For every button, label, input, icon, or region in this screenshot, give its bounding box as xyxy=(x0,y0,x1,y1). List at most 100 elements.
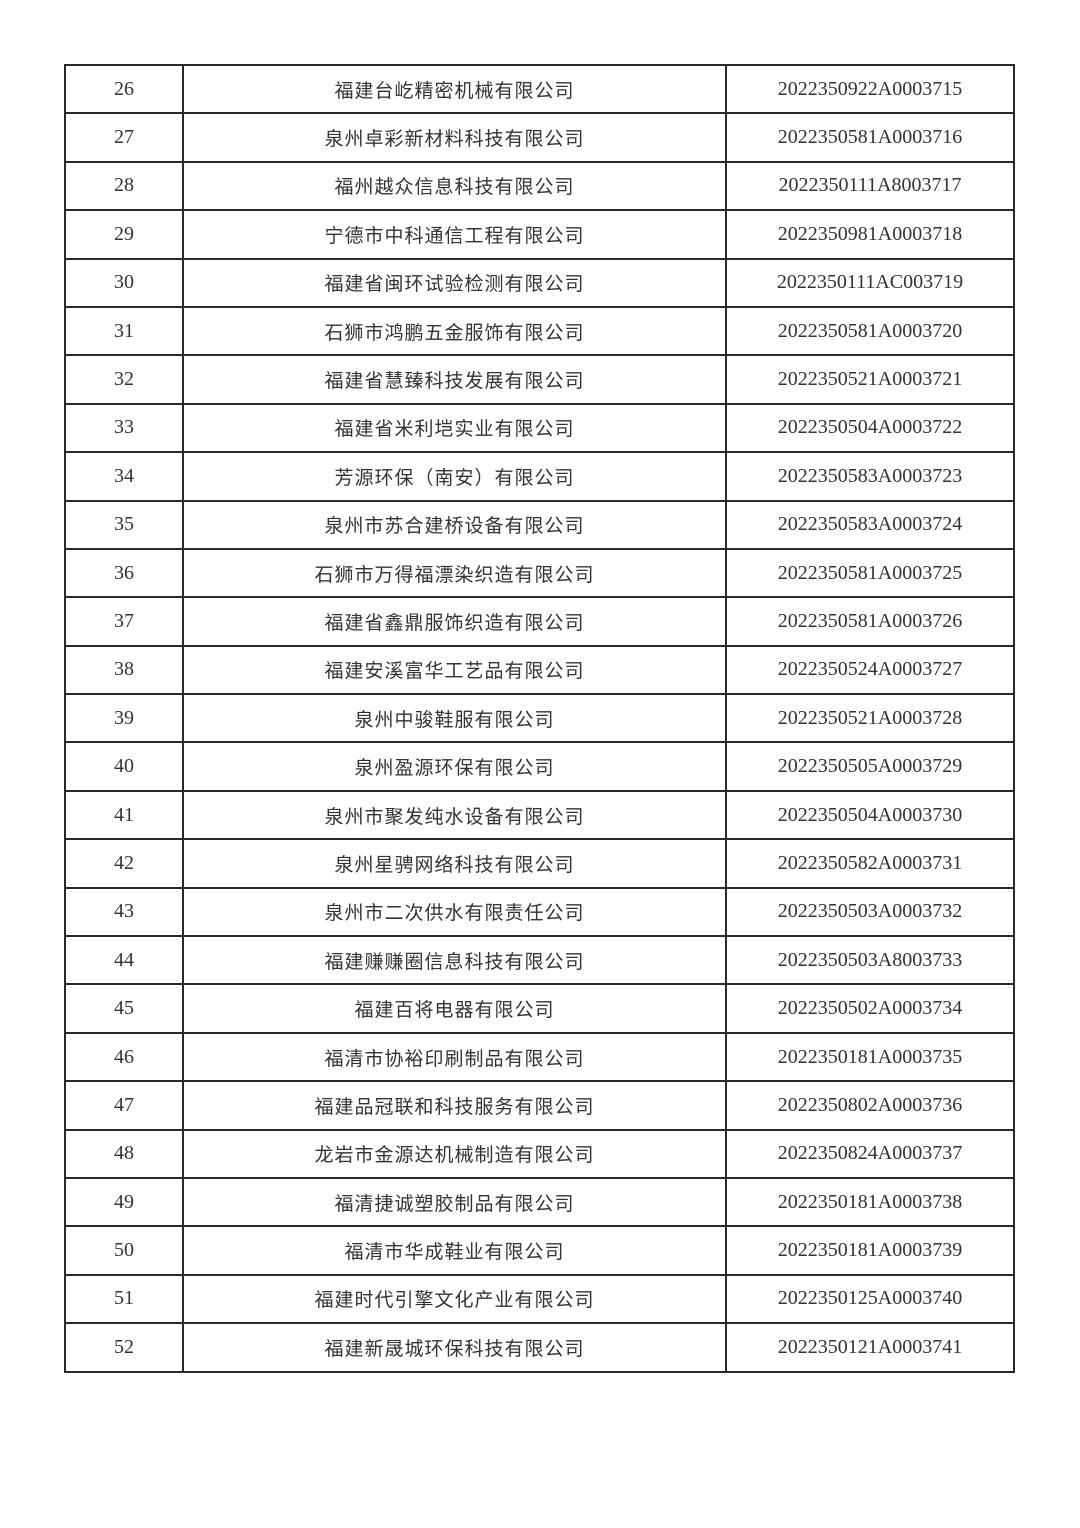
company-name-cell: 宁德市中科通信工程有限公司 xyxy=(182,209,727,260)
registration-code-cell: 2022350922A0003715 xyxy=(725,63,1015,115)
company-name-cell: 石狮市万得福漂染织造有限公司 xyxy=(182,547,727,599)
company-name-cell: 福建省鑫鼎服饰织造有限公司 xyxy=(182,596,727,647)
registration-code-cell: 2022350502A0003734 xyxy=(725,983,1015,1034)
company-name-cell: 福州越众信息科技有限公司 xyxy=(182,160,727,212)
company-name-cell: 芳源环保（南安）有限公司 xyxy=(182,451,727,502)
row-number-cell: 34 xyxy=(64,451,184,502)
row-number-cell: 50 xyxy=(64,1225,184,1276)
company-name-cell: 福建省慧臻科技发展有限公司 xyxy=(182,354,727,405)
company-name-cell: 福建安溪富华工艺品有限公司 xyxy=(182,644,727,696)
table-row: 45 福建百将电器有限公司 2022350502A0003734 xyxy=(64,983,1015,1034)
table-row: 42 泉州星骋网络科技有限公司 2022350582A0003731 xyxy=(64,838,1015,889)
table-row: 46 福清市协裕印刷制品有限公司 2022350181A0003735 xyxy=(64,1031,1015,1083)
company-list-table: 26 福建台屹精密机械有限公司 2022350922A0003715 27 泉州卓彩新材… xyxy=(64,63,1015,1373)
registration-code-cell: 2022350521A0003721 xyxy=(725,354,1015,405)
table-row: 48 龙岩市金源达机械制造有限公司 2022350824A0003737 xyxy=(64,1128,1015,1179)
table-row: 49 福清捷诚塑胶制品有限公司 2022350181A0003738 xyxy=(64,1176,1015,1228)
company-name-cell: 泉州星骋网络科技有限公司 xyxy=(182,838,727,889)
row-number-cell: 52 xyxy=(64,1322,184,1373)
company-name-cell: 泉州市二次供水有限责任公司 xyxy=(182,886,727,938)
row-number-cell: 37 xyxy=(64,596,184,647)
company-name-cell: 福建台屹精密机械有限公司 xyxy=(182,63,727,115)
table-row: 44 福建赚赚圈信息科技有限公司 2022350503A8003733 xyxy=(64,935,1015,986)
table-row: 33 福建省米利垲实业有限公司 2022350504A0003722 xyxy=(64,402,1015,454)
table-row: 35 泉州市苏合建桥设备有限公司 2022350583A0003724 xyxy=(64,499,1015,550)
company-name-cell: 福清市协裕印刷制品有限公司 xyxy=(182,1031,727,1083)
table-row: 39 泉州中骏鞋服有限公司 2022350521A0003728 xyxy=(64,693,1015,744)
registration-code-cell: 2022350125A0003740 xyxy=(725,1273,1015,1325)
registration-code-cell: 2022350181A0003739 xyxy=(725,1225,1015,1276)
table-row: 51 福建时代引擎文化产业有限公司 2022350125A0003740 xyxy=(64,1273,1015,1325)
company-name-cell: 福建品冠联和科技服务有限公司 xyxy=(182,1080,727,1131)
company-name-cell: 泉州盈源环保有限公司 xyxy=(182,741,727,792)
registration-code-cell: 2022350581A0003720 xyxy=(725,305,1015,357)
registration-code-cell: 2022350111AC003719 xyxy=(725,257,1015,308)
company-name-cell: 泉州卓彩新材料科技有限公司 xyxy=(182,112,727,163)
registration-code-cell: 2022350505A0003729 xyxy=(725,741,1015,792)
registration-code-cell: 2022350181A0003735 xyxy=(725,1031,1015,1083)
company-name-cell: 福清捷诚塑胶制品有限公司 xyxy=(182,1176,727,1228)
table-row: 40 泉州盈源环保有限公司 2022350505A0003729 xyxy=(64,741,1015,792)
registration-code-cell: 2022350121A0003741 xyxy=(725,1322,1015,1373)
row-number-cell: 30 xyxy=(64,257,184,308)
row-number-cell: 41 xyxy=(64,789,184,841)
row-number-cell: 44 xyxy=(64,935,184,986)
row-number-cell: 29 xyxy=(64,209,184,260)
registration-code-cell: 2022350581A0003725 xyxy=(725,547,1015,599)
row-number-cell: 38 xyxy=(64,644,184,696)
company-name-cell: 泉州市聚发纯水设备有限公司 xyxy=(182,789,727,841)
table-row: 31 石狮市鸿鹏五金服饰有限公司 2022350581A0003720 xyxy=(64,305,1015,357)
registration-code-cell: 2022350824A0003737 xyxy=(725,1128,1015,1179)
registration-code-cell: 2022350581A0003726 xyxy=(725,596,1015,647)
registration-code-cell: 2022350521A0003728 xyxy=(725,693,1015,744)
registration-code-cell: 2022350503A8003733 xyxy=(725,935,1015,986)
company-name-cell: 福清市华成鞋业有限公司 xyxy=(182,1225,727,1276)
table-row: 36 石狮市万得福漂染织造有限公司 2022350581A0003725 xyxy=(64,547,1015,599)
company-name-cell: 福建新晟城环保科技有限公司 xyxy=(182,1322,727,1373)
row-number-cell: 43 xyxy=(64,886,184,938)
registration-code-cell: 2022350583A0003724 xyxy=(725,499,1015,550)
company-name-cell: 福建赚赚圈信息科技有限公司 xyxy=(182,935,727,986)
row-number-cell: 45 xyxy=(64,983,184,1034)
registration-code-cell: 2022350504A0003722 xyxy=(725,402,1015,454)
company-name-cell: 福建百将电器有限公司 xyxy=(182,983,727,1034)
registration-code-cell: 2022350981A0003718 xyxy=(725,209,1015,260)
row-number-cell: 48 xyxy=(64,1128,184,1179)
table-body: 26 福建台屹精密机械有限公司 2022350922A0003715 27 泉州卓彩新材… xyxy=(64,63,1015,1373)
registration-code-cell: 2022350503A0003732 xyxy=(725,886,1015,938)
row-number-cell: 32 xyxy=(64,354,184,405)
registration-code-cell: 2022350504A0003730 xyxy=(725,789,1015,841)
registration-code-cell: 2022350802A0003736 xyxy=(725,1080,1015,1131)
table-row: 29 宁德市中科通信工程有限公司 2022350981A0003718 xyxy=(64,209,1015,260)
table-row: 32 福建省慧臻科技发展有限公司 2022350521A0003721 xyxy=(64,354,1015,405)
table-row: 30 福建省闽环试验检测有限公司 2022350111AC003719 xyxy=(64,257,1015,308)
company-name-cell: 福建省米利垲实业有限公司 xyxy=(182,402,727,454)
table-row: 43 泉州市二次供水有限责任公司 2022350503A0003732 xyxy=(64,886,1015,938)
row-number-cell: 28 xyxy=(64,160,184,212)
registration-code-cell: 2022350581A0003716 xyxy=(725,112,1015,163)
table-row: 41 泉州市聚发纯水设备有限公司 2022350504A0003730 xyxy=(64,789,1015,841)
row-number-cell: 46 xyxy=(64,1031,184,1083)
company-name-cell: 福建省闽环试验检测有限公司 xyxy=(182,257,727,308)
table-row: 52 福建新晟城环保科技有限公司 2022350121A0003741 xyxy=(64,1322,1015,1373)
registration-code-cell: 2022350524A0003727 xyxy=(725,644,1015,696)
company-name-cell: 龙岩市金源达机械制造有限公司 xyxy=(182,1128,727,1179)
table-row: 50 福清市华成鞋业有限公司 2022350181A0003739 xyxy=(64,1225,1015,1276)
row-number-cell: 39 xyxy=(64,693,184,744)
table-row: 37 福建省鑫鼎服饰织造有限公司 2022350581A0003726 xyxy=(64,596,1015,647)
row-number-cell: 40 xyxy=(64,741,184,792)
row-number-cell: 35 xyxy=(64,499,184,550)
row-number-cell: 51 xyxy=(64,1273,184,1325)
company-name-cell: 石狮市鸿鹏五金服饰有限公司 xyxy=(182,305,727,357)
company-name-cell: 泉州中骏鞋服有限公司 xyxy=(182,693,727,744)
company-name-cell: 福建时代引擎文化产业有限公司 xyxy=(182,1273,727,1325)
table-row: 34 芳源环保（南安）有限公司 2022350583A0003723 xyxy=(64,451,1015,502)
row-number-cell: 49 xyxy=(64,1176,184,1228)
table-row: 38 福建安溪富华工艺品有限公司 2022350524A0003727 xyxy=(64,644,1015,696)
registration-code-cell: 2022350181A0003738 xyxy=(725,1176,1015,1228)
row-number-cell: 47 xyxy=(64,1080,184,1131)
registration-code-cell: 2022350583A0003723 xyxy=(725,451,1015,502)
table-row: 28 福州越众信息科技有限公司 2022350111A8003717 xyxy=(64,160,1015,212)
row-number-cell: 31 xyxy=(64,305,184,357)
row-number-cell: 27 xyxy=(64,112,184,163)
